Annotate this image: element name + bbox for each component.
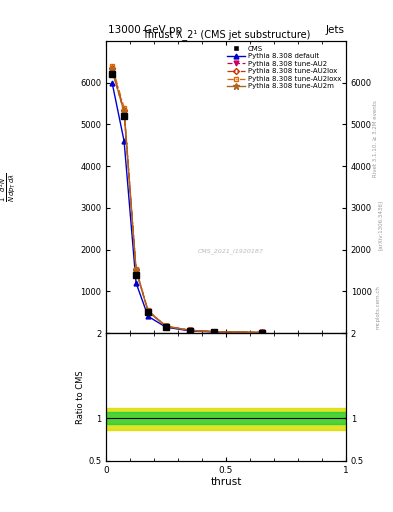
Text: [arXiv:1306.3436]: [arXiv:1306.3436] [378, 200, 383, 250]
Text: Rivet 3.1.10, ≥ 3.2M events: Rivet 3.1.10, ≥ 3.2M events [373, 100, 378, 177]
Y-axis label: $\frac{1}{N}\frac{d^2N}{dp_T\,d\lambda}$: $\frac{1}{N}\frac{d^2N}{dp_T\,d\lambda}$ [0, 172, 18, 202]
Title: Thrust λ_2¹ (CMS jet substructure): Thrust λ_2¹ (CMS jet substructure) [142, 29, 310, 40]
Legend: CMS, Pythia 8.308 default, Pythia 8.308 tune-AU2, Pythia 8.308 tune-AU2lox, Pyth: CMS, Pythia 8.308 default, Pythia 8.308 … [226, 45, 342, 91]
Text: 13000 GeV pp: 13000 GeV pp [108, 25, 182, 35]
X-axis label: thrust: thrust [210, 477, 242, 487]
Text: CMS_2021_I1920187: CMS_2021_I1920187 [198, 248, 264, 254]
Text: mcplots.cern.ch: mcplots.cern.ch [376, 285, 380, 329]
Text: Jets: Jets [325, 25, 344, 35]
Y-axis label: Ratio to CMS: Ratio to CMS [76, 370, 85, 424]
